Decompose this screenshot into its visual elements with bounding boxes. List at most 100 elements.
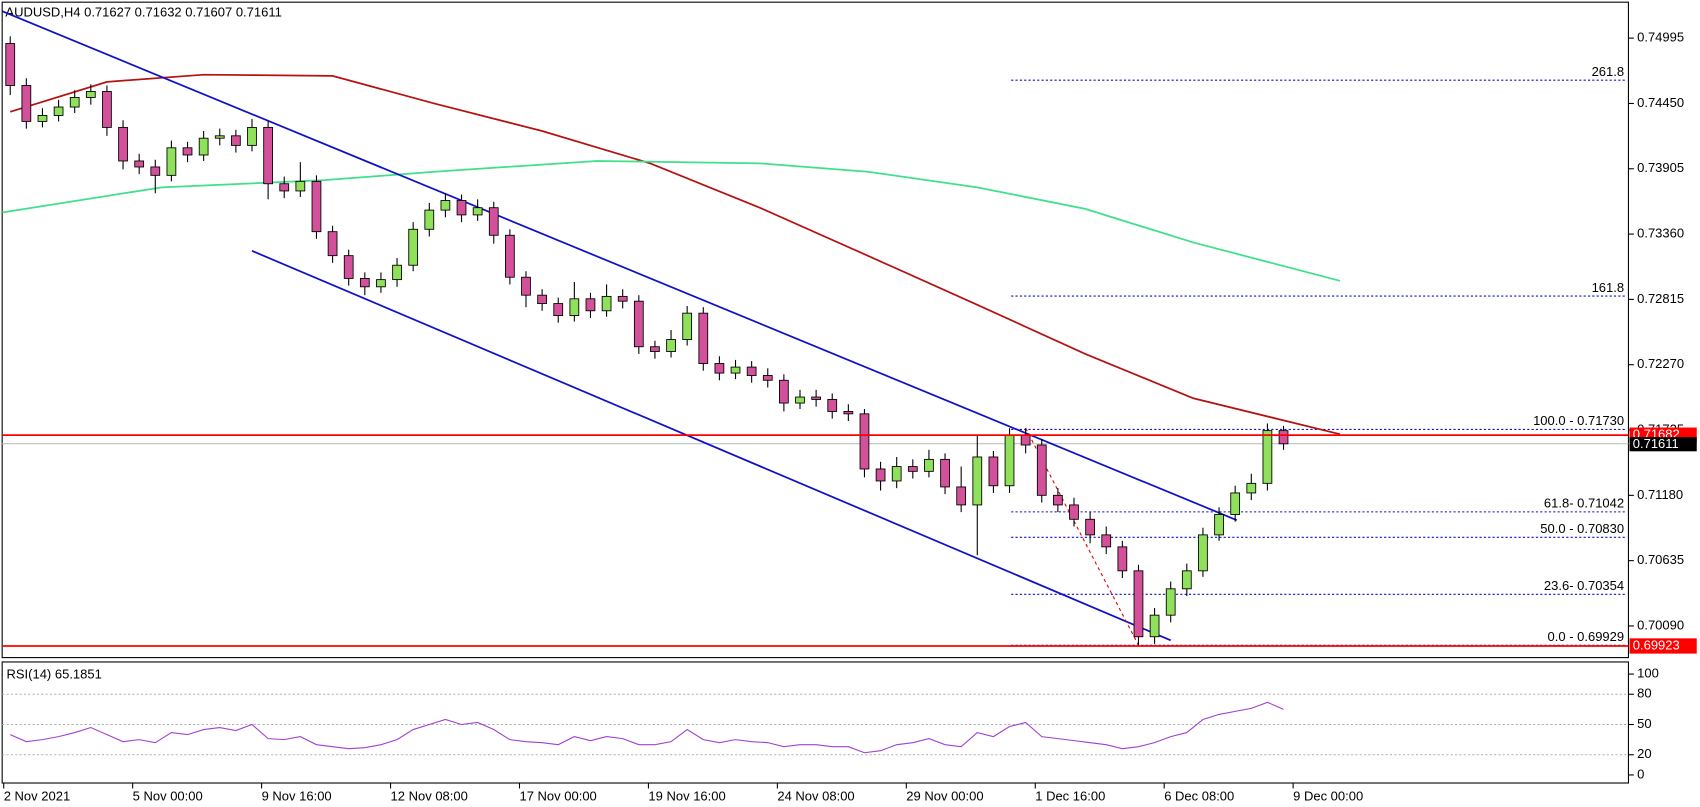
candle-body [521, 276, 531, 296]
candle-body [1036, 444, 1047, 496]
candle-body [730, 366, 741, 374]
candle-body [376, 279, 386, 288]
candle-body [891, 466, 902, 482]
candle-body [585, 298, 596, 312]
candle-body [924, 458, 934, 472]
candle-body [843, 411, 854, 415]
candle-body [1165, 588, 1176, 616]
candle-body [698, 312, 709, 364]
candle-body [666, 339, 676, 352]
candle-body [972, 456, 983, 506]
candle-body [440, 200, 451, 211]
fib-label: 50.0 - 0.70830 [1540, 521, 1624, 536]
candle-body [1262, 430, 1273, 484]
candle-body [505, 234, 515, 278]
x-tick-label: 6 Dec 08:00 [1164, 789, 1234, 804]
candle-body [907, 466, 918, 472]
rsi-tick-label: 80 [1637, 686, 1651, 701]
candle-body [343, 255, 354, 279]
current-price-box [1629, 437, 1697, 452]
candle-body [940, 458, 950, 488]
candle-body [601, 295, 612, 312]
candle-body [1117, 546, 1128, 572]
candle-body [617, 295, 628, 302]
candle-body [37, 114, 48, 122]
candle-body [53, 106, 64, 116]
y-tick-label: 0.74995 [1637, 30, 1684, 45]
candle-body [85, 91, 96, 98]
candle-body [150, 166, 161, 176]
candle-body [1181, 570, 1192, 590]
y-tick-label: 0.73360 [1637, 225, 1684, 240]
current-price-label: 0.71611 [1633, 436, 1679, 451]
y-tick-label: 0.72815 [1637, 291, 1684, 306]
candle-body [359, 277, 370, 288]
rsi-tick-label: 50 [1637, 716, 1651, 731]
candle-body [392, 264, 402, 281]
y-tick-label: 0.70090 [1637, 617, 1684, 632]
trendline [251, 250, 1172, 642]
chart-title: AUDUSD,H4 0.71627 0.71632 0.71607 0.7161… [5, 4, 281, 19]
candle-body [231, 135, 241, 146]
candle-body [1085, 518, 1095, 536]
x-tick-label: 5 Nov 00:00 [133, 789, 203, 804]
candle-body [472, 207, 483, 216]
x-tick-label: 1 Dec 16:00 [1035, 789, 1105, 804]
candle-body [988, 456, 999, 487]
candle-body [263, 126, 273, 185]
candle-body [118, 126, 128, 162]
x-tick-label: 9 Dec 00:00 [1293, 789, 1363, 804]
candle-body [182, 147, 193, 156]
candle-body [1020, 434, 1031, 446]
candle-body [714, 363, 725, 374]
candle-body [408, 228, 419, 266]
candle-body [311, 180, 322, 233]
candle-body [795, 396, 805, 404]
candle-body [1246, 482, 1257, 494]
candle-body [214, 135, 225, 139]
rsi-tick-label: 100 [1637, 665, 1659, 680]
candle-body [102, 91, 112, 128]
fib-label: 61.8- 0.71042 [1544, 496, 1624, 511]
fib-label: 100.0 - 0.71730 [1533, 413, 1624, 428]
rsi-title: RSI(14) 65.1851 [7, 666, 102, 681]
candle-body [424, 209, 435, 230]
candle-body [859, 413, 870, 470]
y-tick-label: 0.71180 [1637, 487, 1683, 502]
candle-body [1198, 534, 1208, 572]
x-tick-label: 17 Nov 00:00 [519, 789, 596, 804]
candle-body [682, 312, 693, 340]
y-tick-label: 0.74450 [1637, 95, 1684, 110]
y-tick-label: 0.73905 [1637, 160, 1684, 175]
moving-average [2, 160, 1341, 282]
candle-body [279, 183, 290, 192]
candle-body [327, 231, 338, 257]
rsi-panel [1, 661, 1629, 784]
candle-body [21, 85, 32, 122]
candle-body [456, 200, 467, 216]
candle-body [166, 147, 177, 176]
x-tick-label: 9 Nov 16:00 [262, 789, 332, 804]
candle-body [956, 486, 967, 506]
candle-body [1278, 430, 1289, 445]
candle-body [247, 126, 257, 146]
rsi-line [10, 701, 1284, 754]
fib-label: 161.8 [1592, 280, 1625, 295]
candle-body [650, 346, 660, 352]
candle-body [1069, 504, 1079, 520]
x-tick-label: 24 Nov 08:00 [777, 789, 854, 804]
candle-body [1230, 492, 1241, 515]
y-tick-label: 0.72270 [1637, 356, 1684, 371]
candle-body [1214, 514, 1224, 536]
fib-label: 0.0 - 0.69929 [1548, 629, 1625, 644]
x-tick-label: 19 Nov 16:00 [648, 789, 725, 804]
candle-body [875, 468, 886, 482]
candle-body [295, 180, 306, 192]
candle-body [1149, 614, 1160, 638]
x-tick-label: 29 Nov 00:00 [906, 789, 983, 804]
candle-body [1133, 570, 1144, 638]
candle-body [811, 396, 821, 400]
candle-body [1101, 534, 1112, 548]
